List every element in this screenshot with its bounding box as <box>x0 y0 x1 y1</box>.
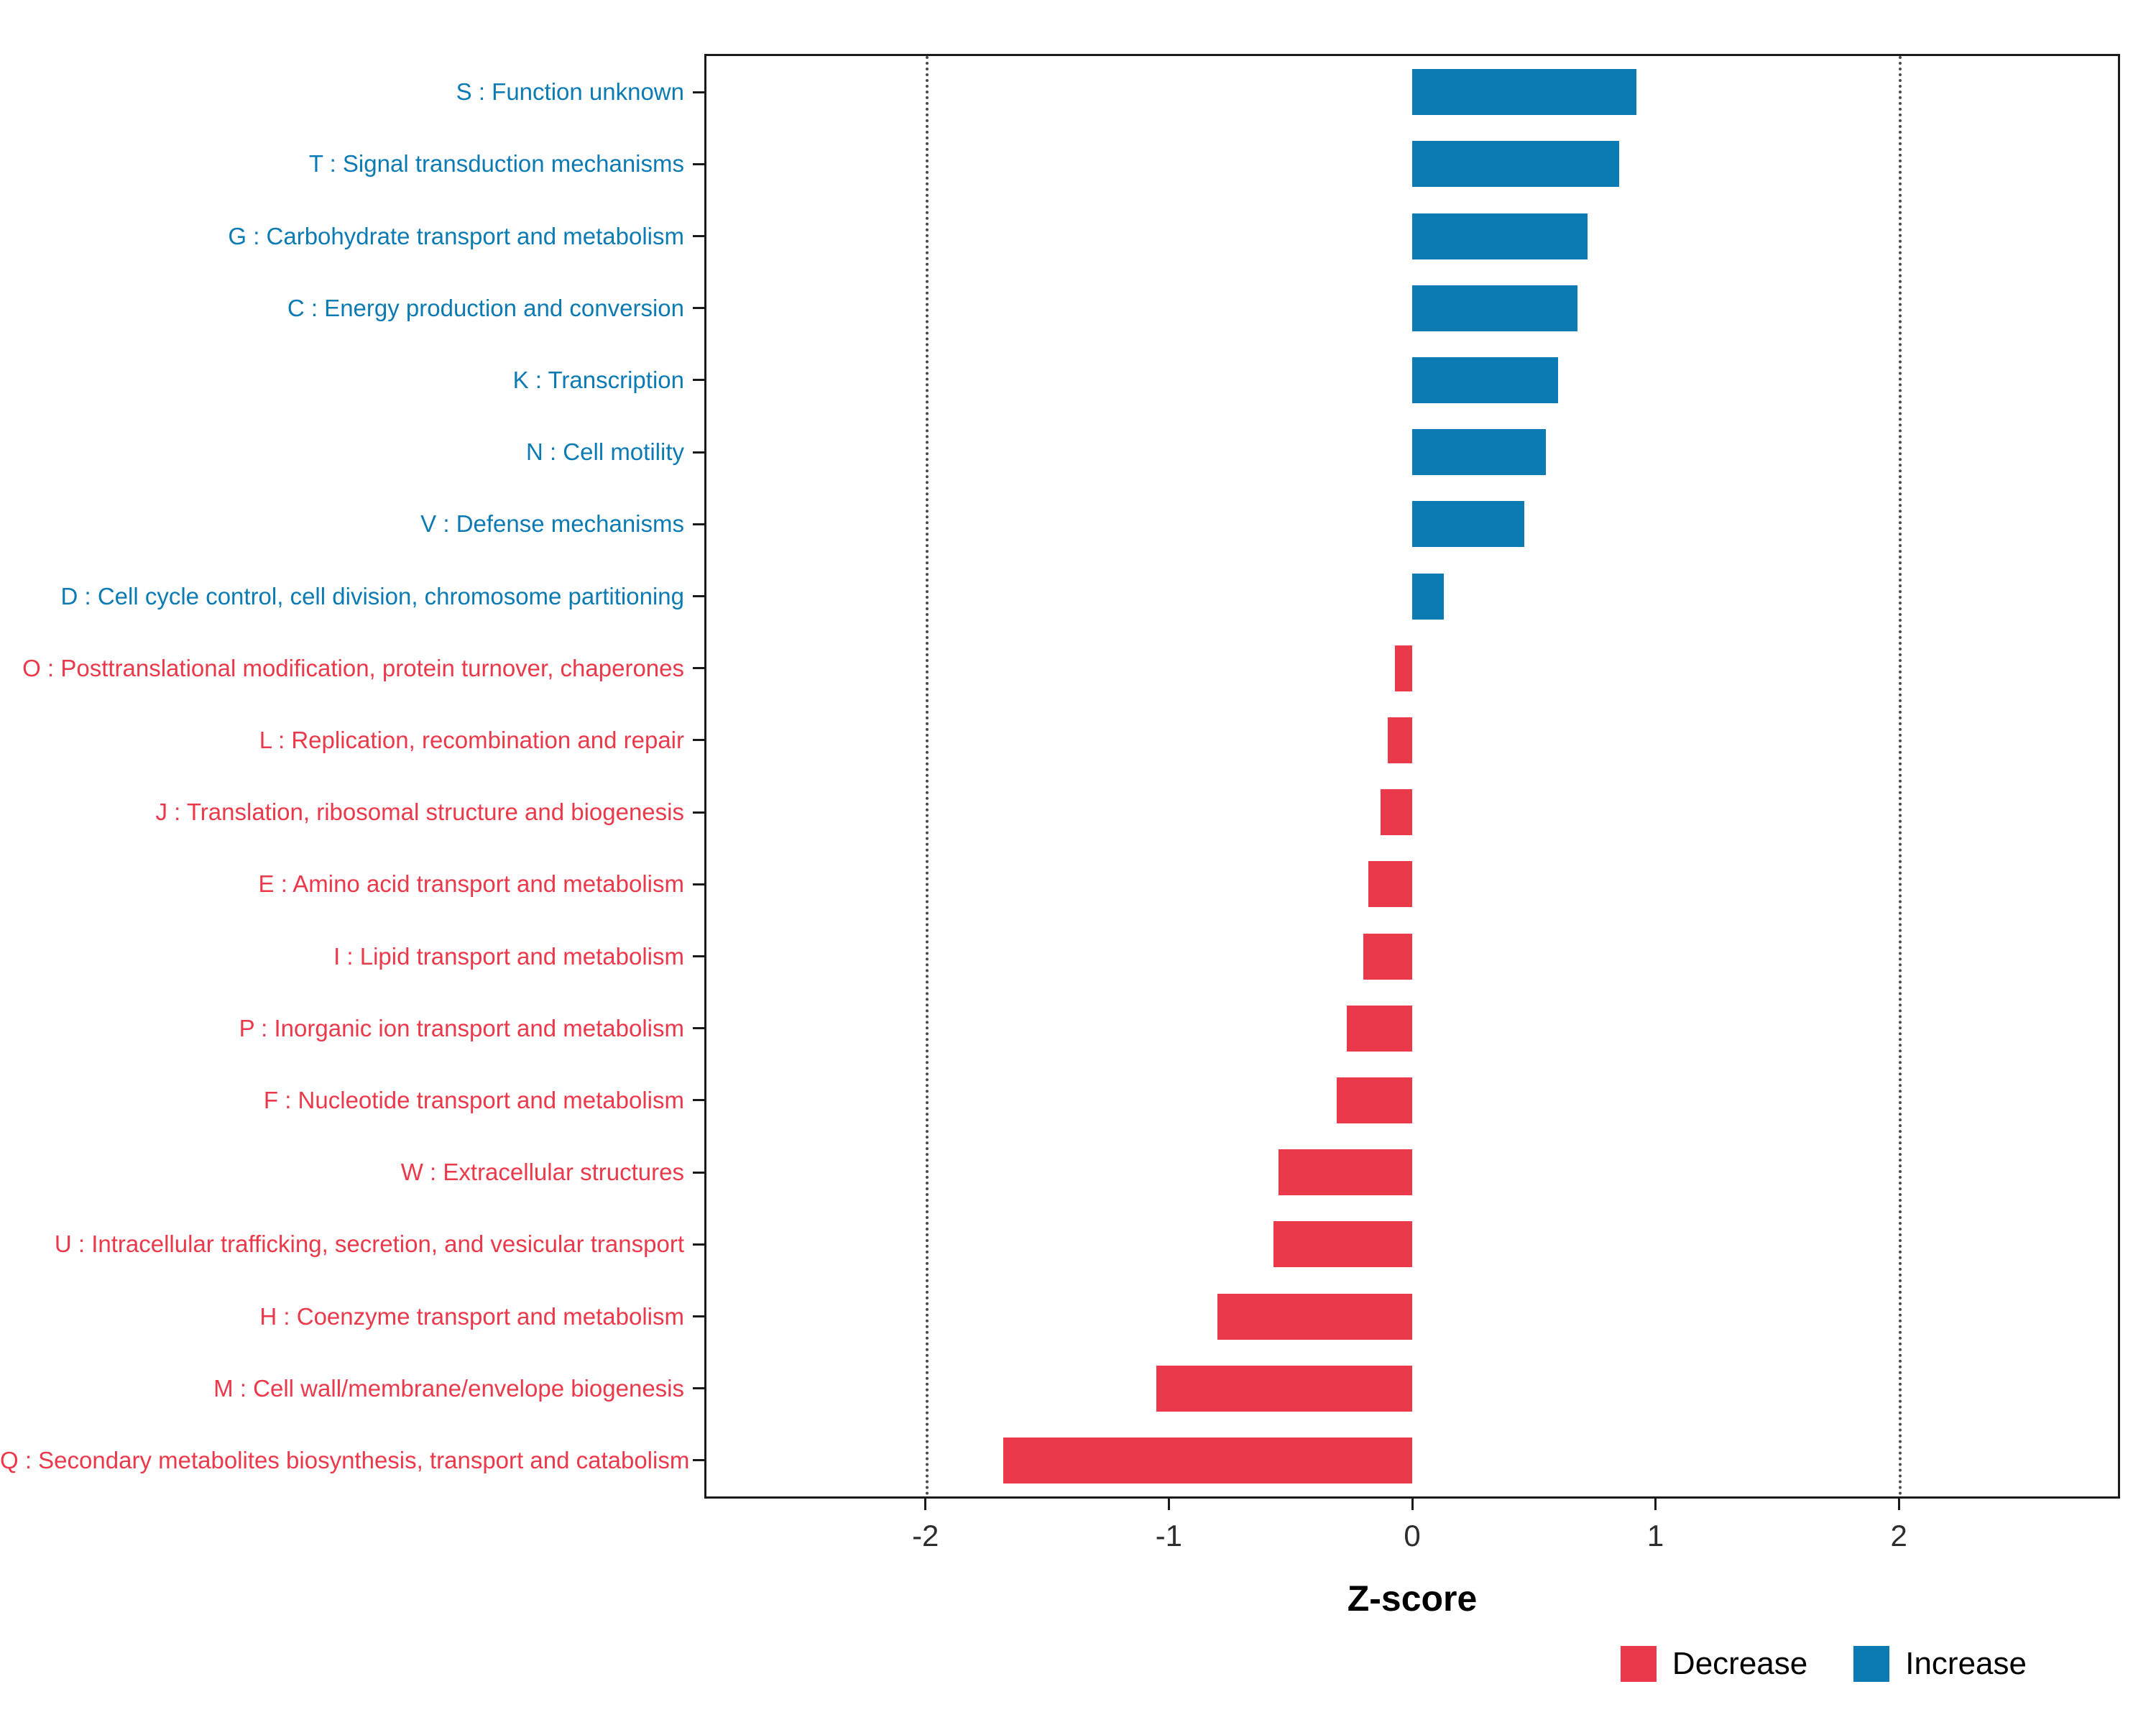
plot-panel <box>704 54 2120 1499</box>
category-label: F : Nucleotide transport and metabolism <box>263 1086 684 1113</box>
category-label: G : Carbohydrate transport and metabolis… <box>228 222 684 249</box>
bar <box>1412 573 1445 620</box>
bar <box>1412 285 1578 331</box>
y-tick-mark <box>693 883 704 886</box>
y-tick-mark <box>693 235 704 237</box>
category-label: M : Cell wall/membrane/envelope biogenes… <box>213 1374 684 1402</box>
legend-swatch-increase <box>1853 1646 1890 1682</box>
x-tick-label: 1 <box>1646 1519 1664 1552</box>
category-label: J : Translation, ribosomal structure and… <box>155 799 684 826</box>
bar <box>1337 1077 1412 1123</box>
reference-line-2 <box>1899 56 1902 1496</box>
category-label: S : Function unknown <box>456 78 684 106</box>
y-tick-mark <box>693 91 704 93</box>
y-tick-mark <box>693 811 704 814</box>
legend-item-increase: Increase <box>1853 1646 2027 1682</box>
x-tick-label: -2 <box>912 1519 939 1552</box>
bar <box>1273 1221 1412 1268</box>
category-label: O : Posttranslational modification, prot… <box>22 654 684 681</box>
y-tick-mark <box>693 955 704 957</box>
bar <box>1412 213 1588 259</box>
category-label: C : Energy production and conversion <box>287 294 684 321</box>
y-tick-mark <box>693 1315 704 1317</box>
x-tick-label: -1 <box>1155 1519 1183 1552</box>
reference-line--2 <box>925 56 929 1496</box>
bar <box>1412 429 1547 476</box>
y-tick-mark <box>693 667 704 670</box>
bar <box>1346 1005 1412 1052</box>
category-label: I : Lipid transport and metabolism <box>333 942 684 970</box>
bar <box>1217 1293 1412 1340</box>
y-tick-mark <box>693 595 704 597</box>
category-label: N : Cell motility <box>525 438 684 466</box>
y-tick-mark <box>693 451 704 454</box>
y-tick-mark <box>693 1171 704 1174</box>
y-tick-mark <box>693 1459 704 1462</box>
bar <box>1363 933 1412 980</box>
x-tick-mark <box>1654 1499 1657 1510</box>
legend-swatch-decrease <box>1620 1646 1657 1682</box>
bar <box>1412 69 1636 116</box>
category-label: W : Extracellular structures <box>400 1159 684 1186</box>
category-label: H : Coenzyme transport and metabolism <box>259 1302 684 1330</box>
y-tick-mark <box>693 307 704 310</box>
bar <box>1368 861 1412 908</box>
x-tick-mark <box>1167 1499 1170 1510</box>
bar <box>1278 1149 1412 1196</box>
legend-item-decrease: Decrease <box>1620 1646 1808 1682</box>
y-tick-mark <box>693 1387 704 1390</box>
x-tick-mark <box>1897 1499 1900 1510</box>
y-tick-mark <box>693 162 704 165</box>
x-tick-label: 0 <box>1404 1519 1421 1552</box>
y-tick-mark <box>693 379 704 382</box>
category-label: U : Intracellular trafficking, secretion… <box>54 1230 684 1258</box>
bar <box>1380 789 1412 836</box>
y-tick-mark <box>693 1099 704 1102</box>
y-tick-mark <box>693 1027 704 1030</box>
category-label: K : Transcription <box>512 366 684 393</box>
y-tick-mark <box>693 523 704 525</box>
category-label: P : Inorganic ion transport and metaboli… <box>239 1014 684 1041</box>
bar <box>1412 356 1559 403</box>
category-label: D : Cell cycle control, cell division, c… <box>60 582 684 610</box>
y-tick-mark <box>693 739 704 742</box>
x-tick-mark <box>924 1499 927 1510</box>
x-tick-mark <box>1411 1499 1414 1510</box>
bar <box>1412 141 1619 188</box>
x-tick-label: 2 <box>1890 1519 1907 1552</box>
legend-label-increase: Increase <box>1905 1646 2027 1681</box>
category-label: V : Defense mechanisms <box>420 510 684 538</box>
bar <box>1395 645 1412 691</box>
category-label: E : Amino acid transport and metabolism <box>258 870 684 898</box>
bar <box>1412 501 1524 548</box>
bar <box>1003 1437 1412 1484</box>
legend: Decrease Increase <box>1620 1646 2027 1682</box>
bar <box>1156 1365 1412 1412</box>
bar <box>1388 717 1412 763</box>
y-tick-mark <box>693 1243 704 1246</box>
category-label: Q : Secondary metabolites biosynthesis, … <box>0 1446 690 1473</box>
legend-label-decrease: Decrease <box>1672 1646 1808 1681</box>
category-label: L : Replication, recombination and repai… <box>259 726 684 753</box>
category-label: T : Signal transduction mechanisms <box>308 150 684 178</box>
x-axis-title: Z-score <box>1347 1578 1478 1619</box>
